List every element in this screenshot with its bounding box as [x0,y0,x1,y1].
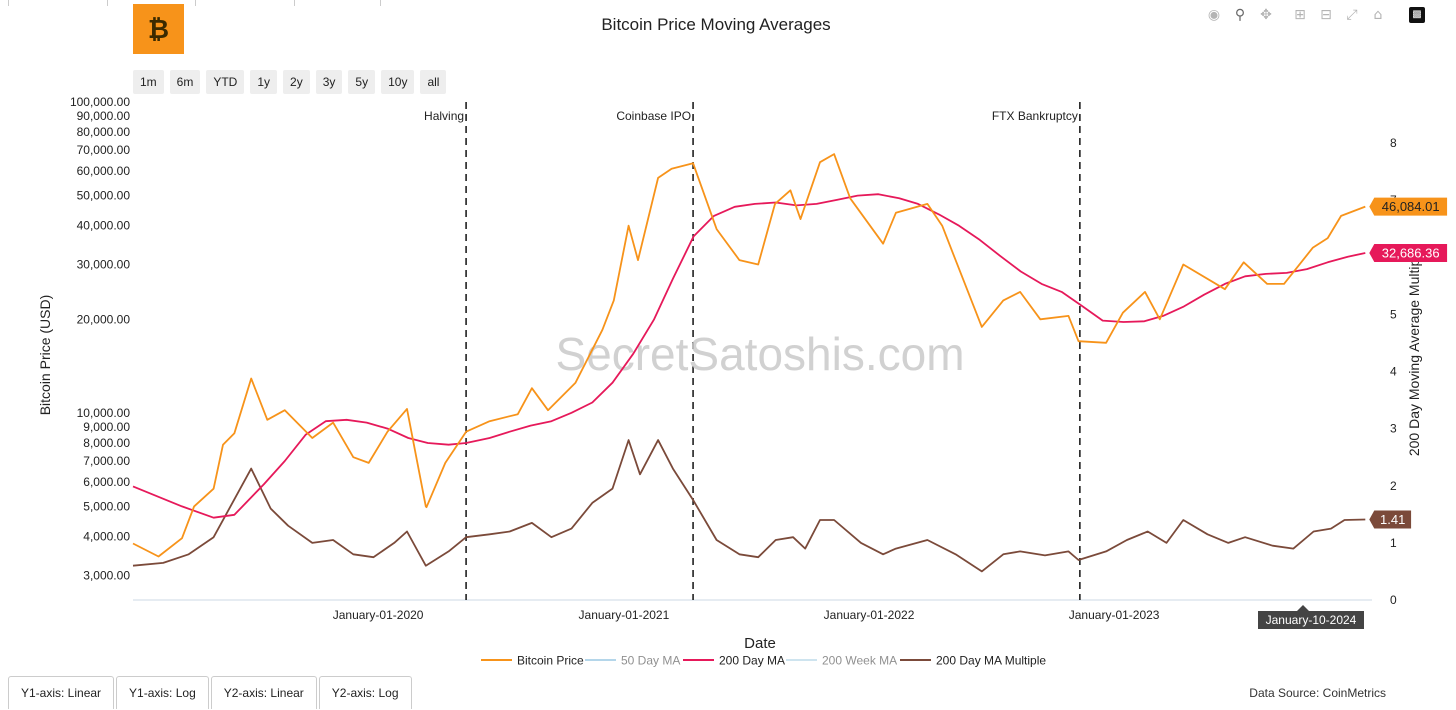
end-value-label: 1.41 [1380,512,1405,527]
hover-date-text: January-10-2024 [1266,613,1357,627]
y-tick-label: 90,000.00 [77,109,131,123]
end-value-labels: 46,084.01 32,686.36 1.41 [1369,197,1448,529]
y-tick-label: 9,000.00 [83,420,130,434]
home-icon[interactable]: ⌂ [1373,7,1383,23]
x-axis-label: Date [744,635,776,652]
modebar: ◉ ⚲ ✥ ⊞ ⊟ ⤢ ⌂ ▩ [1205,6,1425,24]
y-tick-label: 40,000.00 [77,219,131,233]
top-border-ticks [0,0,420,6]
zoom-out-icon[interactable]: ⊟ [1320,7,1332,23]
legend-item[interactable]: 50 Day MA [621,654,680,668]
event-label: FTX Bankruptcy [992,109,1078,123]
plotly-logo-icon[interactable]: ▩ [1409,7,1425,23]
range-button-3y[interactable]: 3y [315,70,343,94]
tab-y1-log[interactable]: Y1-axis: Log [116,676,209,709]
autoscale-icon[interactable]: ⤢ [1346,7,1358,23]
zoom-icon[interactable]: ⚲ [1234,7,1246,23]
y-tick-label: 20,000.00 [77,312,131,326]
end-value-label: 32,686.36 [1382,245,1440,260]
y-tick-label: 80,000.00 [77,125,131,139]
y2-tick-label: 8 [1390,136,1397,150]
y2-tick-label: 0 [1390,593,1397,607]
y-tick-label: 5,000.00 [83,499,130,513]
tab-y2-linear[interactable]: Y2-axis: Linear [210,676,317,709]
tab-y1-linear[interactable]: Y1-axis: Linear [8,676,115,709]
range-button-10y[interactable]: 10y [381,70,415,94]
event-label: Halving [424,109,464,123]
bitcoin-logo[interactable]: ₿ [133,4,184,54]
axis-scale-tabs: Y1-axis: Linear Y1-axis: Log Y2-axis: Li… [8,676,414,709]
y-tick-label: 60,000.00 [77,164,131,178]
legend-item[interactable]: 200 Week MA [822,654,897,668]
bitcoin-logo-glyph: ₿ [147,14,170,45]
data-source: Data Source: CoinMetrics [1249,686,1386,700]
range-button-6m[interactable]: 6m [169,70,201,94]
y-tick-label: 6,000.00 [83,475,130,489]
y-tick-label: 30,000.00 [77,258,131,272]
y2-tick-label: 5 [1390,307,1397,321]
pan-icon[interactable]: ✥ [1260,7,1272,23]
x-tick-label: January-01-2022 [824,608,915,622]
legend-item[interactable]: Bitcoin Price [517,654,584,668]
tab-y2-log[interactable]: Y2-axis: Log [318,676,412,709]
range-button-5y[interactable]: 5y [348,70,376,94]
series-line-bitcoin-price[interactable] [132,153,1366,558]
series-layer [132,153,1366,573]
hover-date-label: January-10-2024 [1258,605,1364,629]
end-label-box [1369,197,1448,216]
range-button-1m[interactable]: 1m [133,70,164,94]
y-tick-label: 3,000.00 [83,568,130,582]
range-button-1y[interactable]: 1y [250,70,278,94]
end-label-box [1369,243,1448,262]
y2-tick-label: 1 [1390,536,1397,550]
event-label: Coinbase IPO [616,109,691,123]
legend-item[interactable]: 200 Day MA Multiple [936,654,1046,668]
y-tick-label: 50,000.00 [77,189,131,203]
event-markers: Halving Coinbase IPO FTX Bankruptcy [424,102,1081,600]
camera-icon[interactable]: ◉ [1207,7,1221,23]
chart-title: Bitcoin Price Moving Averages [601,15,830,34]
watermark: SecretSatoshis.com [555,328,964,380]
y2-axis-label: 200 Day Moving Average Multiple [1406,248,1422,457]
y-tick-label: 4,000.00 [83,530,130,544]
zoom-in-icon[interactable]: ⊞ [1294,7,1306,23]
range-selector: 1m 6m YTD 1y 2y 3y 5y 10y all [133,70,447,94]
range-button-all[interactable]: all [420,70,447,94]
y-tick-label: 10,000.00 [77,406,131,420]
y-tick-label: 8,000.00 [83,436,130,450]
legend-item[interactable]: 200 Day MA [719,654,785,668]
y-tick-label: 100,000.00 [70,95,130,109]
y-tick-label: 70,000.00 [77,143,131,157]
chart-area[interactable]: Halving Coinbase IPO FTX Bankruptcy Secret… [0,0,1456,676]
y-tick-label: 7,000.00 [83,454,130,468]
y2-tick-label: 2 [1390,479,1397,493]
range-button-2y[interactable]: 2y [283,70,310,94]
y-axis-label: Bitcoin Price (USD) [37,295,53,416]
end-label-box [1369,510,1412,529]
legend: Bitcoin Price 50 Day MA 200 Day MA 200 Week… [481,654,1046,668]
end-value-label: 46,084.01 [1382,199,1440,214]
axis-layer: 3,000.00 4,000.00 5,000.00 6,000.00 7,000.00… [70,95,1397,622]
range-button-ytd[interactable]: YTD [206,70,245,94]
x-tick-label: January-01-2023 [1069,608,1160,622]
y2-tick-label: 4 [1390,365,1397,379]
y2-tick-label: 3 [1390,422,1397,436]
x-tick-label: January-01-2021 [579,608,670,622]
series-line-200-day-ma-multiple[interactable] [132,439,1366,573]
x-tick-label: January-01-2020 [333,608,424,622]
